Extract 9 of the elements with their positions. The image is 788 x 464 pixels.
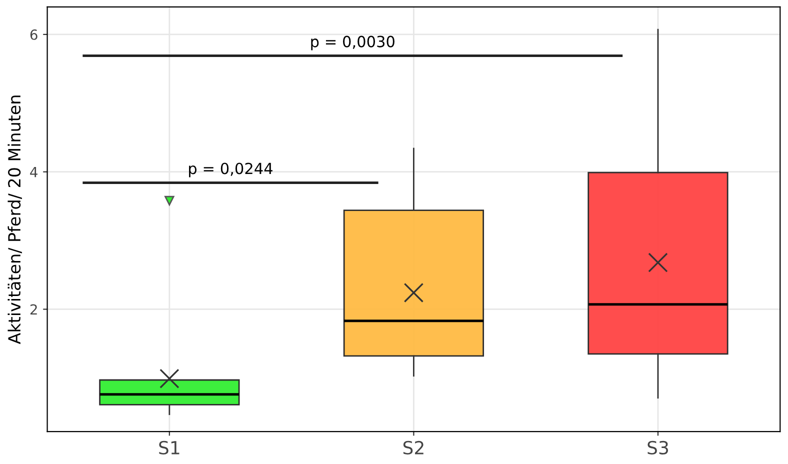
x-tick-label: S3: [648, 440, 668, 455]
y-tick-label: 6: [30, 29, 38, 40]
x-tick-label: S2: [403, 440, 424, 455]
annotation: p = 0,0030: [311, 36, 394, 50]
y-tick-label: 2: [30, 304, 37, 315]
x-tick-label: S1: [159, 440, 180, 455]
y-axis-title: Aktivitäten/ Pferd/ 20 Minuten: [8, 96, 22, 344]
y-tick-label: 4: [30, 166, 38, 178]
annotation: p = 0,0244: [189, 162, 272, 178]
